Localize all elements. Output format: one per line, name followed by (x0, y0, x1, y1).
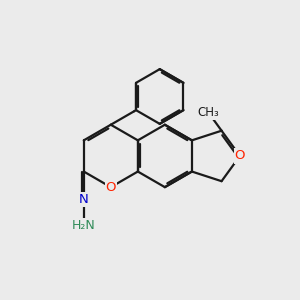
Text: H₂N: H₂N (72, 218, 96, 232)
Text: O: O (235, 149, 245, 162)
Text: O: O (106, 181, 116, 194)
Text: N: N (79, 193, 89, 206)
Text: CH₃: CH₃ (198, 106, 219, 119)
